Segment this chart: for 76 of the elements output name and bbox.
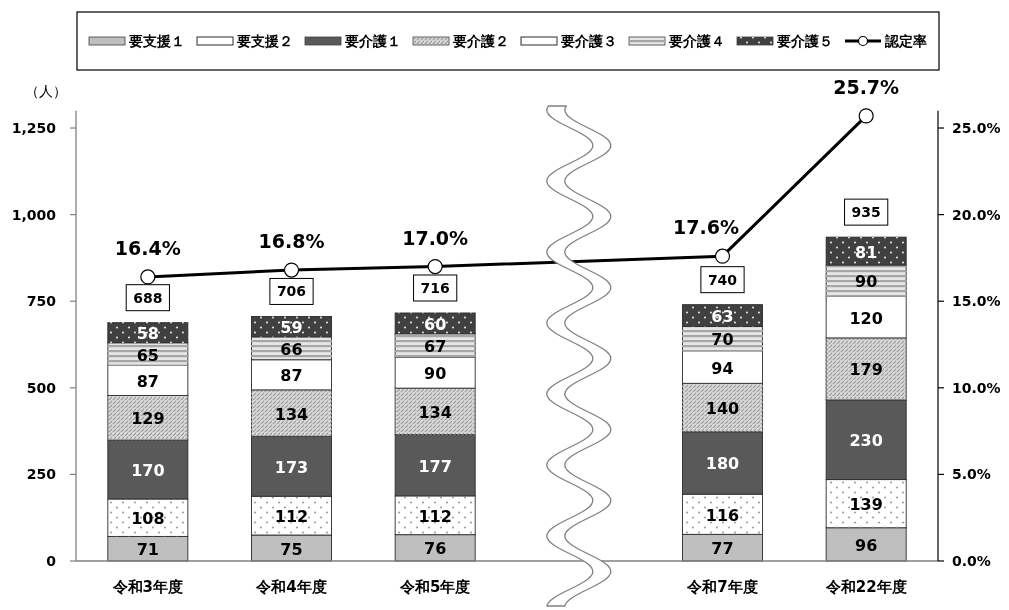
- y-tick-label: 500: [26, 379, 57, 396]
- data-label: 65: [136, 345, 159, 365]
- data-label: 120: [849, 308, 883, 328]
- x-tick-label: 令和3年度: [111, 578, 184, 596]
- data-label: 90: [424, 364, 447, 384]
- x-tick-label: 令和5年度: [398, 578, 471, 596]
- total-label: 935: [851, 204, 881, 221]
- data-label: 139: [849, 495, 883, 515]
- data-label: 179: [849, 360, 883, 380]
- data-label: 17.0%: [402, 226, 469, 249]
- data-label: 134: [274, 404, 309, 424]
- data-label: 94: [711, 358, 734, 378]
- y-tick-label: 0: [46, 553, 57, 569]
- y-tick-label: 1,000: [11, 206, 57, 223]
- data-label: 230: [849, 431, 883, 451]
- point: [858, 108, 874, 124]
- legend-label: 要介護２: [452, 33, 509, 49]
- legend-label: 要介護１: [344, 33, 401, 49]
- legend-label: 要支援１: [128, 33, 185, 49]
- y-tick-label: 1,250: [11, 120, 57, 137]
- data-label: 129: [131, 409, 165, 429]
- point: [714, 248, 731, 264]
- data-label: 16.8%: [258, 230, 325, 253]
- legend-label: 要支援２: [236, 33, 293, 49]
- data-label: 58: [136, 324, 159, 344]
- x-tick-label: 令和4年度: [255, 578, 327, 596]
- data-label: 81: [855, 242, 878, 262]
- point: [427, 258, 443, 275]
- data-label: 134: [418, 402, 452, 422]
- legend-label: 認定率: [884, 33, 927, 49]
- data-label: 87: [136, 371, 159, 391]
- y2-tick-label: 15.0%: [952, 293, 1001, 310]
- data-label: 66: [280, 339, 303, 359]
- total-label: 706: [276, 283, 307, 300]
- legend-label: 要介護５: [776, 33, 833, 49]
- data-label: 173: [274, 457, 309, 477]
- point: [140, 269, 156, 285]
- x-tick-label: 令和7年度: [686, 578, 758, 596]
- data-label: 70: [711, 330, 734, 350]
- data-label: 90: [855, 272, 878, 292]
- legend-label: 要介護４: [668, 33, 725, 49]
- y2-tick-label: 25.0%: [952, 120, 1001, 137]
- data-label: 140: [705, 399, 740, 419]
- data-label: 87: [280, 366, 303, 386]
- y2-tick-label: 5.0%: [952, 466, 991, 483]
- total-label: 688: [133, 289, 163, 306]
- data-label: 25.7%: [833, 75, 900, 98]
- data-label: 71: [136, 540, 159, 560]
- data-label: 112: [274, 507, 309, 527]
- y-tick-label: 750: [26, 293, 57, 310]
- legend-label: 要介護３: [560, 33, 617, 49]
- data-label: 108: [131, 509, 165, 529]
- y2-tick-label: 0.0%: [952, 553, 991, 569]
- data-label: 177: [418, 456, 452, 476]
- data-label: 75: [280, 539, 303, 559]
- data-label: 59: [280, 318, 303, 338]
- data-label: 67: [424, 336, 447, 356]
- data-label: 96: [855, 535, 878, 555]
- data-label: 16.4%: [114, 236, 181, 259]
- data-label: 77: [711, 539, 734, 559]
- y-tick-label: 250: [26, 466, 57, 483]
- y-axis-title: （人）: [25, 82, 67, 99]
- data-label: 76: [424, 539, 447, 559]
- total-label: 740: [707, 271, 738, 288]
- x-tick-label: 令和22年度: [824, 578, 907, 596]
- y2-tick-label: 20.0%: [952, 206, 1001, 223]
- data-label: 180: [705, 454, 740, 474]
- data-label: 170: [131, 461, 165, 481]
- total-label: 716: [420, 279, 450, 296]
- data-label: 60: [424, 314, 447, 334]
- data-label: 17.6%: [673, 216, 739, 239]
- data-label: 112: [418, 506, 452, 526]
- data-label: 63: [711, 307, 734, 327]
- y2-tick-label: 10.0%: [952, 379, 1001, 396]
- data-label: 116: [705, 505, 740, 525]
- point: [283, 262, 300, 278]
